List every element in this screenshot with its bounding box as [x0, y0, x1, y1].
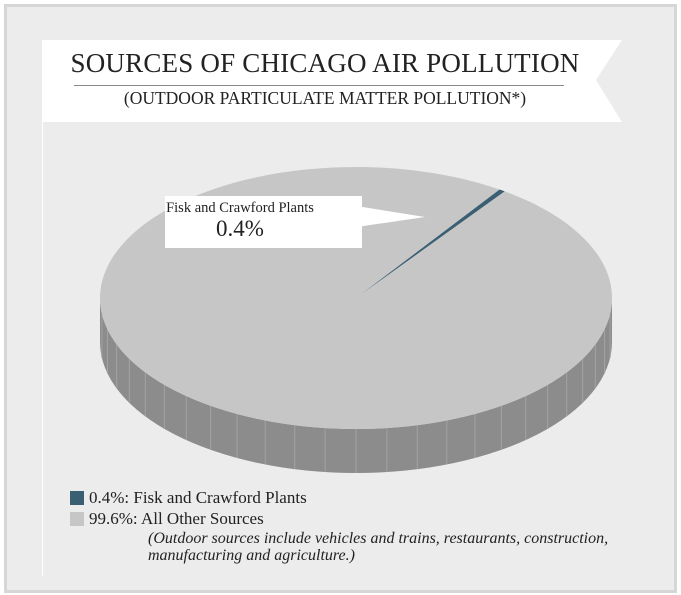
title-banner-shape — [42, 40, 622, 122]
chart-title: SOURCES OF CHICAGO AIR POLLUTION — [70, 48, 580, 78]
legend-swatch-fisk-crawford — [70, 491, 84, 505]
pie-side-group — [100, 298, 612, 473]
callout-value: 0.4% — [216, 216, 264, 241]
slice-callout: Fisk and Crawford Plants 0.4% — [165, 196, 362, 248]
pie-slice-0 — [356, 189, 505, 298]
callout-label: Fisk and Crawford Plants — [166, 200, 314, 216]
title-underline — [74, 85, 564, 86]
frame-accent-line — [42, 40, 43, 576]
chart-subtitle: (OUTDOOR PARTICULATE MATTER POLLUTION*) — [123, 88, 527, 108]
legend-footnote: (Outdoor sources include vehicles and tr… — [148, 530, 609, 564]
legend-label-fisk-crawford: 0.4%: Fisk and Crawford Plants — [89, 488, 307, 507]
pie-side-wall — [100, 298, 612, 473]
callout-pointer — [350, 205, 425, 228]
legend-label-other-sources: 99.6%: All Other Sources — [89, 509, 264, 528]
legend-swatch-other-sources — [70, 512, 84, 526]
